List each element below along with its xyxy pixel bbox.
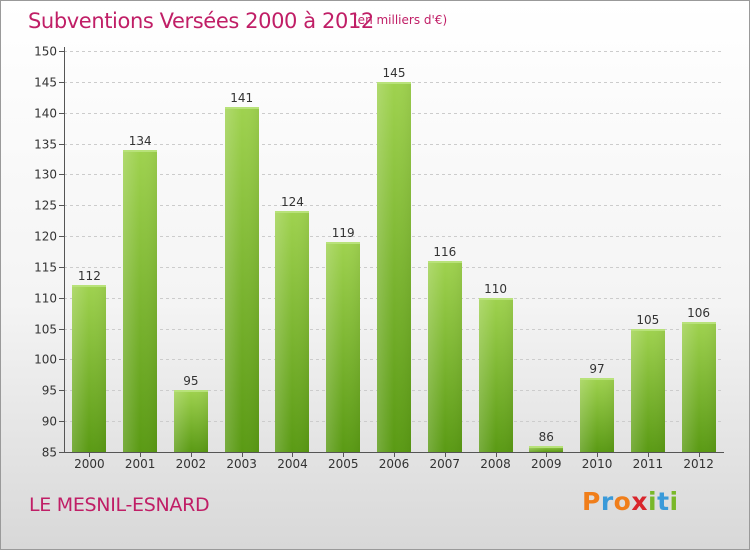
bar-highlight bbox=[682, 322, 716, 324]
bars bbox=[72, 82, 716, 452]
logo-letter: i bbox=[648, 487, 658, 516]
bar-highlight bbox=[174, 390, 208, 392]
data-label: 105 bbox=[636, 313, 659, 327]
proxiti-logo: Proxiti bbox=[582, 487, 679, 516]
bar-sheen bbox=[580, 378, 614, 452]
y-tick-label: 105 bbox=[34, 323, 57, 337]
logo-letter: P bbox=[582, 487, 601, 516]
bar-sheen bbox=[377, 82, 411, 452]
x-tick-label: 2012 bbox=[683, 457, 714, 471]
y-tick-label: 145 bbox=[34, 76, 57, 90]
bar-sheen bbox=[428, 261, 462, 452]
x-tick-label: 2002 bbox=[176, 457, 207, 471]
data-label: 106 bbox=[687, 306, 710, 320]
x-tick-label: 2009 bbox=[531, 457, 562, 471]
logo-letter: o bbox=[613, 487, 632, 516]
y-tick-label: 100 bbox=[34, 353, 57, 367]
data-label: 141 bbox=[230, 91, 253, 105]
y-tick-label: 110 bbox=[34, 292, 57, 306]
bar-highlight bbox=[326, 242, 360, 244]
data-label: 95 bbox=[183, 374, 198, 388]
unit-note: (en milliers d'€) bbox=[353, 13, 448, 27]
x-tick-label: 2000 bbox=[74, 457, 105, 471]
y-tick-label: 90 bbox=[42, 415, 57, 429]
bar-sheen bbox=[529, 446, 563, 452]
bar-sheen bbox=[631, 329, 665, 452]
x-tick-label: 2010 bbox=[582, 457, 613, 471]
bar-highlight bbox=[72, 285, 106, 287]
labels: 112 134 95 141 124 119 145 116 110 86 97 105 106 bbox=[78, 66, 710, 444]
y-tick-label: 115 bbox=[34, 261, 57, 275]
bar-sheen bbox=[682, 322, 716, 452]
chart-title: Subventions Versées 2000 à 2012 bbox=[28, 9, 374, 33]
logo-letter: r bbox=[600, 487, 614, 516]
bar-highlight bbox=[275, 211, 309, 213]
data-label: 134 bbox=[129, 134, 152, 148]
bar-sheen bbox=[174, 390, 208, 452]
y-tick-label: 130 bbox=[34, 168, 57, 182]
y-tick-label: 85 bbox=[42, 446, 57, 460]
bar-highlight bbox=[225, 107, 259, 109]
data-label: 145 bbox=[383, 66, 406, 80]
y-tick-label: 135 bbox=[34, 138, 57, 152]
bar-sheen bbox=[72, 285, 106, 452]
data-label: 97 bbox=[589, 362, 604, 376]
bar-sheen bbox=[225, 107, 259, 452]
data-label: 124 bbox=[281, 195, 304, 209]
y-tick-label: 150 bbox=[34, 45, 57, 59]
x-tick-label: 2001 bbox=[125, 457, 156, 471]
y-tick-label: 95 bbox=[42, 384, 57, 398]
x-tick-label: 2004 bbox=[277, 457, 308, 471]
y-tick-label: 120 bbox=[34, 230, 57, 244]
x-tick-label: 2005 bbox=[328, 457, 359, 471]
x-tick-label: 2003 bbox=[226, 457, 257, 471]
logo-letter: t bbox=[657, 487, 670, 516]
data-label: 112 bbox=[78, 269, 101, 283]
data-label: 119 bbox=[332, 226, 355, 240]
bar-sheen bbox=[479, 298, 513, 452]
x-tick-label: 2007 bbox=[429, 457, 460, 471]
y-tick-label: 125 bbox=[34, 199, 57, 213]
data-label: 110 bbox=[484, 282, 507, 296]
logo-letter: x bbox=[631, 487, 648, 516]
y-tick-label: 140 bbox=[34, 107, 57, 121]
logo-letter: i bbox=[669, 487, 679, 516]
bar-sheen bbox=[275, 211, 309, 452]
x-tick-label: 2008 bbox=[480, 457, 511, 471]
bar-highlight bbox=[377, 82, 411, 84]
bar-highlight bbox=[123, 150, 157, 152]
bar-highlight bbox=[529, 446, 563, 448]
data-label: 86 bbox=[539, 430, 554, 444]
bar-sheen bbox=[123, 150, 157, 452]
bar-highlight bbox=[479, 298, 513, 300]
data-label: 116 bbox=[433, 245, 456, 259]
bar-highlight bbox=[631, 329, 665, 331]
bar-sheen bbox=[326, 242, 360, 452]
bar-highlight bbox=[428, 261, 462, 263]
commune-name: LE MESNIL-ESNARD bbox=[29, 494, 210, 516]
x-tick-label: 2006 bbox=[379, 457, 410, 471]
axes: 85 90 95 100 105 110 115 120 125 130 135 140 145 150 2… bbox=[34, 45, 724, 471]
x-tick-label: 2011 bbox=[633, 457, 664, 471]
bar-highlight bbox=[580, 378, 614, 380]
